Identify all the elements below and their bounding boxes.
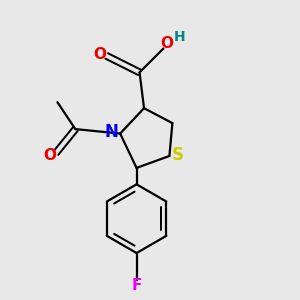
Text: F: F	[131, 278, 142, 293]
Text: S: S	[172, 146, 184, 164]
Text: O: O	[160, 37, 173, 52]
Text: O: O	[93, 47, 106, 62]
Text: O: O	[44, 148, 56, 163]
Text: H: H	[174, 30, 186, 44]
Text: N: N	[105, 123, 119, 141]
